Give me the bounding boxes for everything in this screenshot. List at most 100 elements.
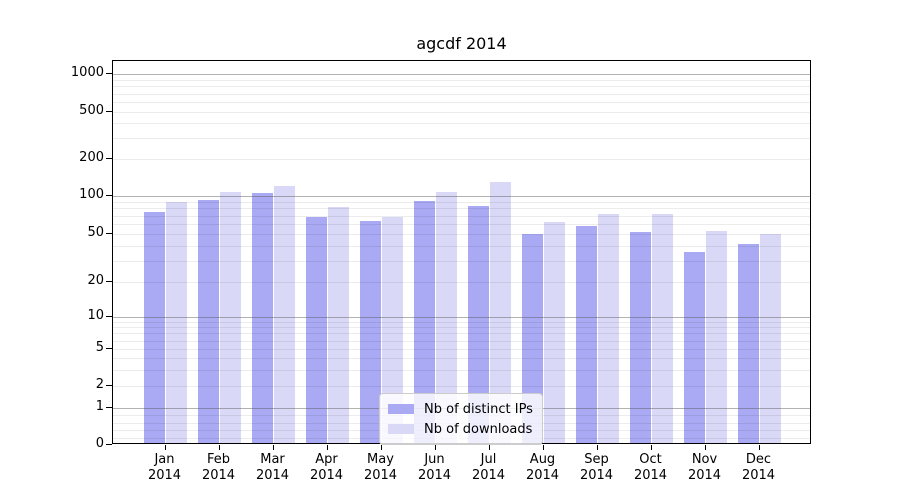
plot-area: Nb of distinct IPs Nb of downloads: [112, 60, 811, 445]
x-tick-label: Jul 2014: [471, 452, 506, 483]
minor-gridline: [113, 327, 810, 329]
bar-downloads-nov: [706, 230, 727, 443]
y-tick-mark: [106, 233, 112, 234]
chart-title: agcdf 2014: [416, 34, 507, 53]
legend: Nb of distinct IPs Nb of downloads: [379, 393, 543, 445]
x-tick-label: Jun 2014: [417, 452, 452, 483]
bar-downloads-jun: [436, 191, 457, 443]
minor-gridline: [113, 138, 810, 140]
bar-distinct-ips-apr: [306, 216, 327, 443]
y-tick-mark: [106, 407, 112, 408]
x-tick-mark: [651, 445, 652, 450]
y-tick-mark: [106, 348, 112, 349]
bar-distinct-ips-nov: [684, 252, 705, 443]
x-tick-mark: [435, 445, 436, 450]
x-tick-mark: [273, 445, 274, 450]
bar-downloads-jan: [166, 202, 187, 443]
y-tick-mark: [106, 158, 112, 159]
minor-gridline: [113, 93, 810, 95]
legend-label-downloads: Nb of downloads: [424, 421, 533, 437]
x-tick-label: Oct 2014: [633, 452, 668, 483]
bar-distinct-ips-sep: [576, 225, 597, 443]
grid-layer: [113, 61, 810, 443]
bar-downloads-jul: [490, 182, 511, 443]
bar-downloads-sep: [598, 213, 619, 443]
bar-distinct-ips-mar: [252, 193, 273, 443]
x-tick-label: Mar 2014: [255, 452, 290, 483]
bar-downloads-mar: [274, 185, 295, 443]
bar-distinct-ips-jun: [414, 201, 435, 443]
minor-gridline: [113, 86, 810, 88]
bar-downloads-feb: [220, 192, 241, 443]
bar-distinct-ips-oct: [630, 232, 651, 443]
y-tick-label: 5: [95, 340, 104, 355]
x-tick-mark: [705, 445, 706, 450]
y-tick-label: 0: [95, 436, 104, 451]
legend-item-downloads: Nb of downloads: [388, 419, 533, 439]
bar-distinct-ips-may: [360, 221, 381, 443]
legend-swatch-downloads: [388, 424, 414, 434]
minor-gridline: [113, 159, 810, 160]
minor-gridline: [113, 102, 810, 103]
y-tick-mark: [106, 195, 112, 196]
bar-downloads-apr: [328, 206, 349, 443]
minor-gridline: [113, 349, 810, 350]
y-tick-label: 1000: [70, 65, 104, 80]
minor-gridline: [113, 208, 810, 210]
y-tick-label: 100: [79, 187, 104, 202]
minor-gridline: [113, 123, 810, 125]
minor-gridline: [113, 79, 810, 81]
bar-downloads-dec: [760, 234, 781, 443]
minor-gridline: [113, 369, 810, 371]
x-tick-label: Apr 2014: [309, 452, 344, 483]
bar-distinct-ips-feb: [198, 199, 219, 443]
x-tick-label: Nov 2014: [687, 452, 722, 483]
y-tick-label: 10: [87, 308, 104, 323]
x-tick-label: Sep 2014: [579, 452, 614, 483]
x-tick-mark: [381, 445, 382, 450]
y-tick-mark: [106, 281, 112, 282]
x-tick-mark: [489, 445, 490, 450]
bar-downloads-may: [382, 216, 403, 443]
x-tick-label: Jan 2014: [147, 452, 182, 483]
minor-gridline: [113, 215, 810, 217]
bar-distinct-ips-dec: [738, 243, 759, 443]
x-tick-label: Aug 2014: [525, 452, 560, 483]
y-tick-label: 20: [87, 273, 104, 288]
x-tick-mark: [327, 445, 328, 450]
y-tick-label: 1: [95, 399, 104, 414]
y-tick-mark: [106, 385, 112, 386]
minor-gridline: [113, 358, 810, 359]
major-gridline: [113, 74, 810, 75]
y-tick-mark: [106, 111, 112, 112]
x-tick-mark: [759, 445, 760, 450]
major-gridline: [113, 196, 810, 197]
x-tick-mark: [219, 445, 220, 450]
minor-gridline: [113, 112, 810, 113]
x-tick-mark: [597, 445, 598, 450]
minor-gridline: [113, 333, 810, 335]
minor-gridline: [113, 282, 810, 283]
y-tick-label: 200: [79, 150, 104, 165]
bar-distinct-ips-aug: [522, 234, 543, 443]
x-tick-label: Dec 2014: [741, 452, 776, 483]
x-tick-label: May 2014: [363, 452, 398, 483]
minor-gridline: [113, 340, 810, 342]
x-tick-mark: [543, 445, 544, 450]
legend-swatch-distinct-ips: [388, 404, 414, 414]
y-tick-label: 2: [95, 377, 104, 392]
minor-gridline: [113, 386, 810, 387]
bars-layer: [113, 61, 810, 443]
minor-gridline: [113, 260, 810, 262]
bar-distinct-ips-jan: [144, 212, 165, 443]
y-tick-label: 500: [79, 103, 104, 118]
y-tick-mark: [106, 73, 112, 74]
minor-gridline: [113, 224, 810, 225]
minor-gridline: [113, 201, 810, 203]
minor-gridline: [113, 245, 810, 247]
minor-gridline: [113, 234, 810, 235]
bar-downloads-oct: [652, 213, 673, 443]
x-tick-mark: [165, 445, 166, 450]
legend-item-distinct-ips: Nb of distinct IPs: [388, 399, 533, 419]
